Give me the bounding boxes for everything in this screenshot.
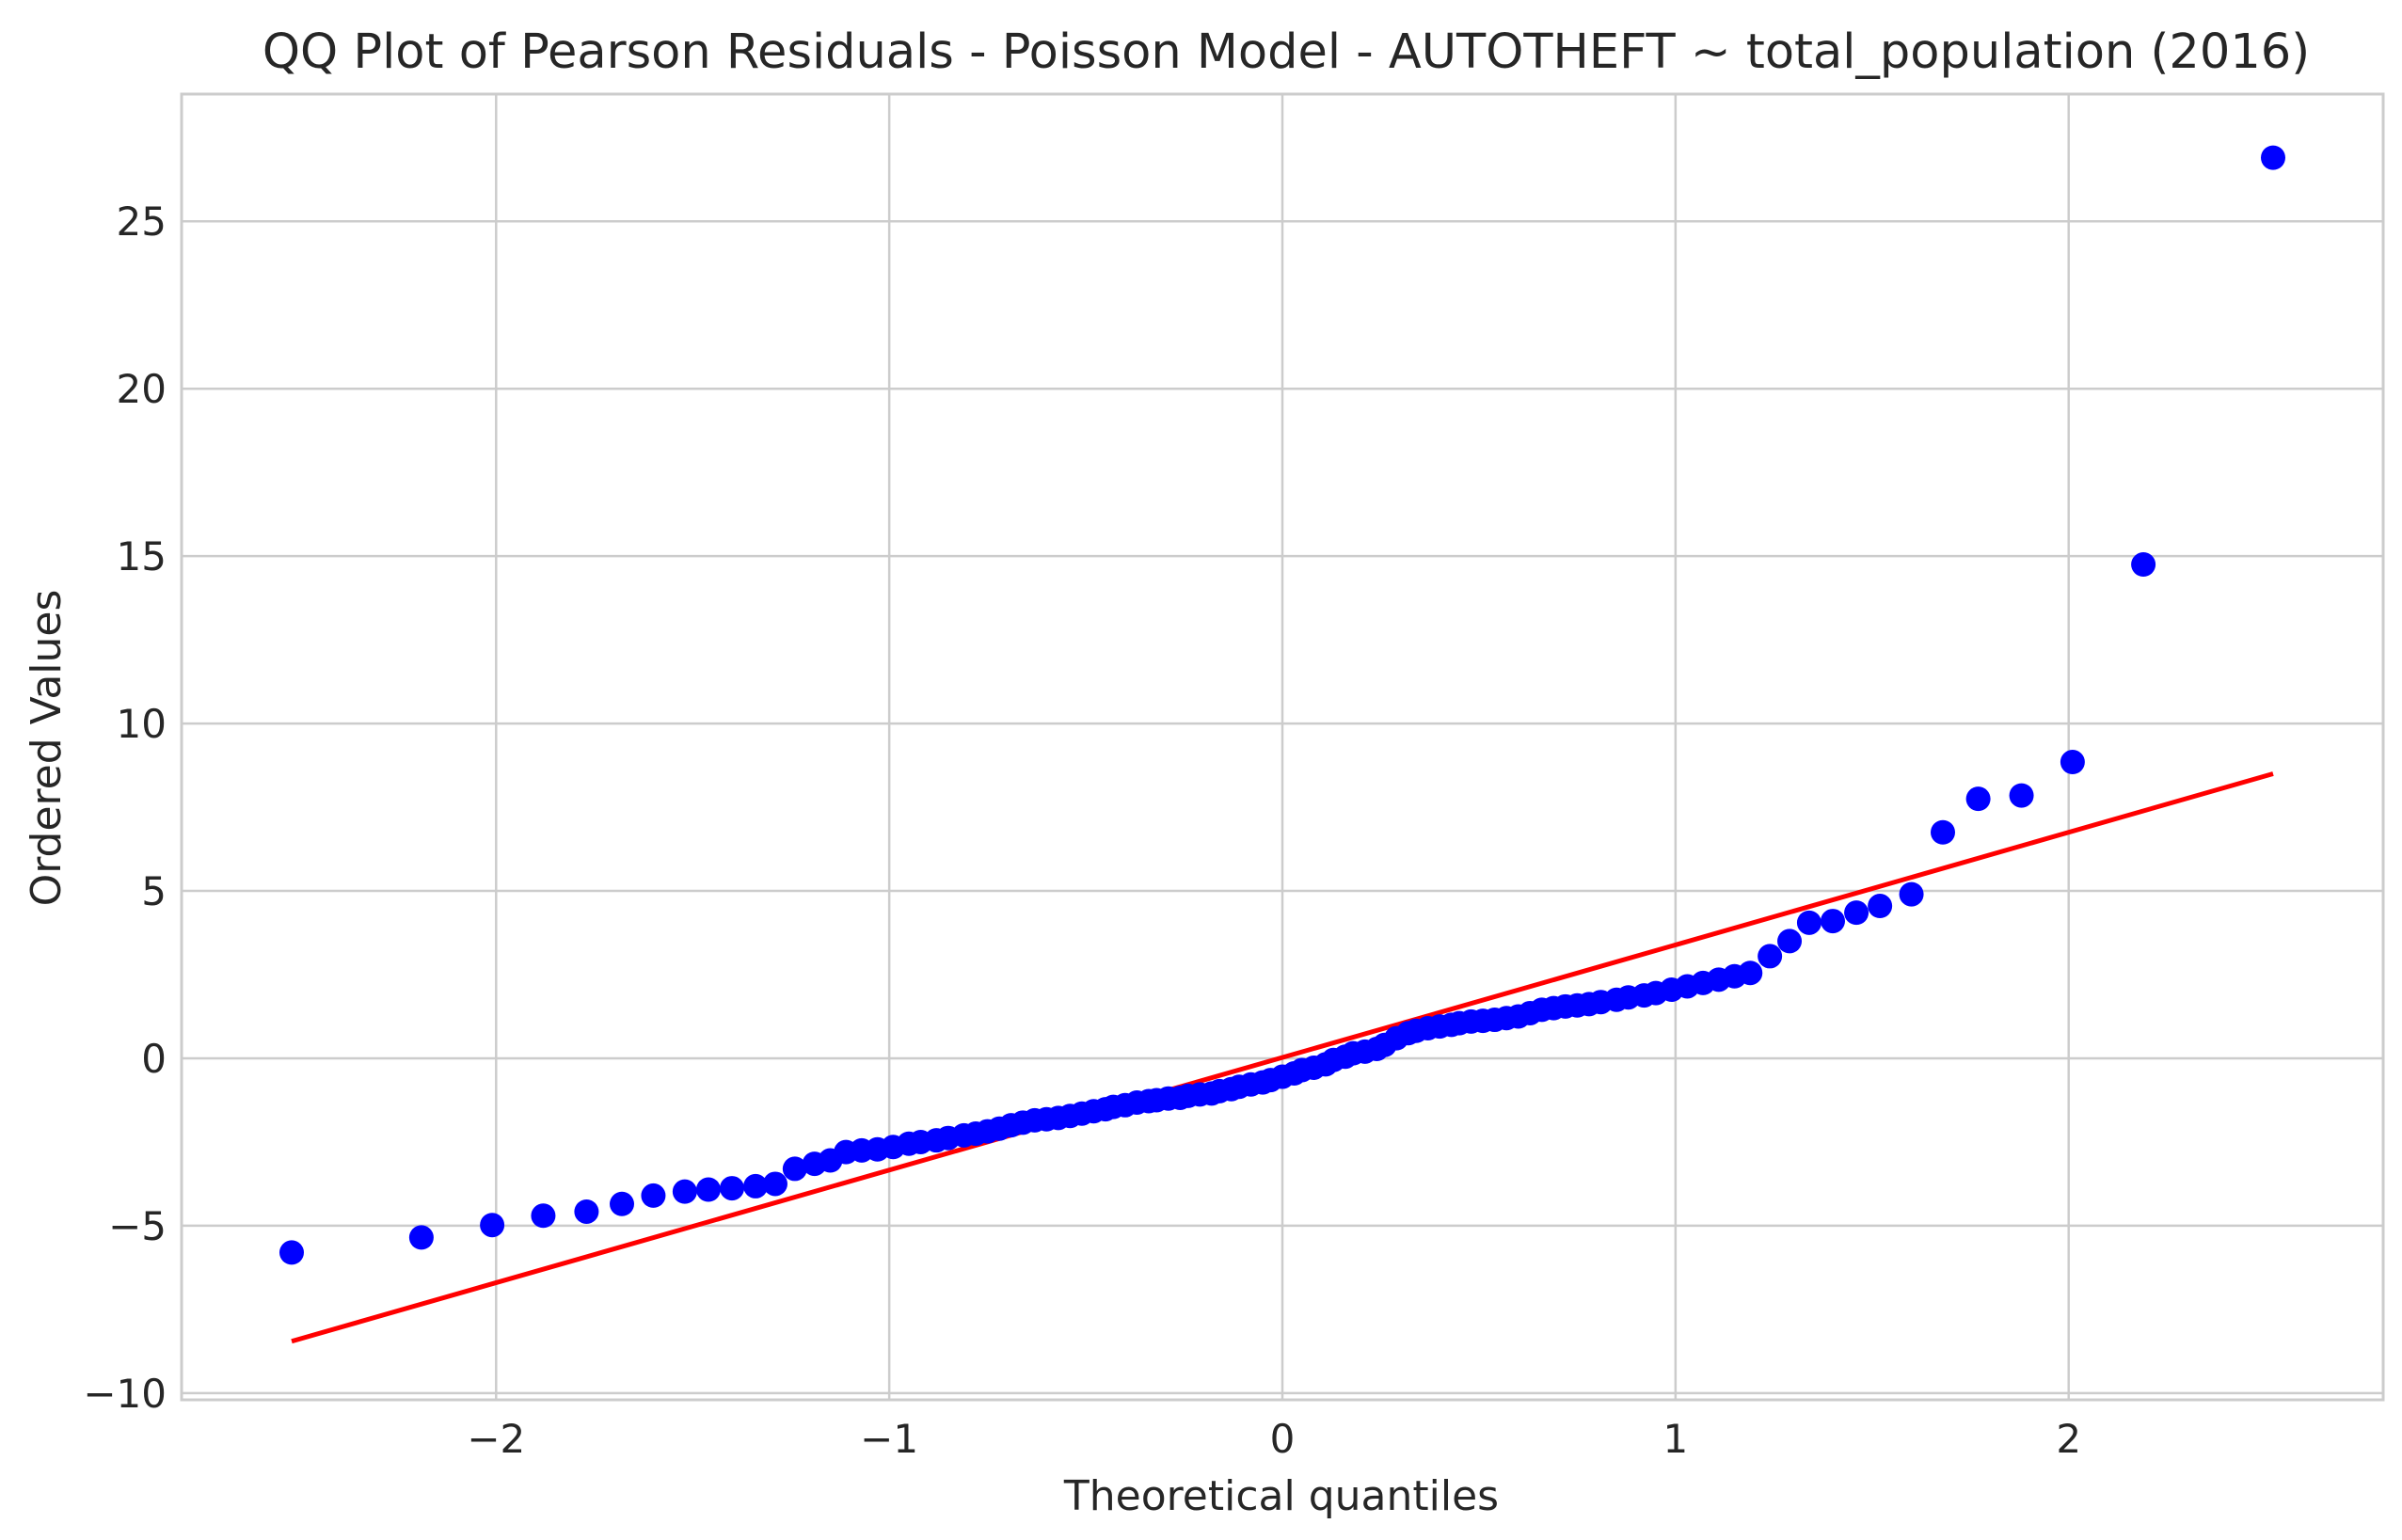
y-tick-label: 5	[141, 868, 167, 914]
fit-line	[291, 771, 2274, 1344]
data-point	[279, 1240, 304, 1265]
x-tick-label: 0	[1270, 1416, 1296, 1462]
data-point	[1796, 910, 1821, 935]
fit-line-layer	[291, 771, 2274, 1344]
x-tick-label: −2	[467, 1416, 525, 1462]
y-tick-label: 25	[117, 198, 167, 245]
x-axis-label: Theoretical quantiles	[1063, 1472, 1499, 1520]
data-point	[743, 1173, 769, 1199]
data-point	[1821, 909, 1845, 934]
grid-lines	[182, 94, 2383, 1400]
data-point	[672, 1179, 697, 1204]
data-point	[2131, 552, 2156, 578]
y-axis-label: Ordered Values	[23, 590, 71, 907]
data-point	[1758, 944, 1783, 969]
x-tick-labels: −2 −1 0 1 2	[467, 1416, 2081, 1462]
data-point	[762, 1171, 787, 1197]
data-point	[641, 1183, 666, 1208]
data-point	[574, 1199, 599, 1224]
data-point	[480, 1213, 505, 1238]
y-tick-label: 15	[117, 533, 167, 579]
x-tick-label: 2	[2056, 1416, 2081, 1462]
data-point	[1738, 961, 1763, 986]
y-tick-label: −5	[108, 1203, 167, 1249]
plot-frame	[180, 92, 2385, 1402]
data-point	[1965, 786, 1991, 812]
x-tick-label: 1	[1662, 1416, 1688, 1462]
data-point	[1777, 929, 1803, 954]
data-point	[782, 1156, 807, 1182]
data-point	[2060, 750, 2085, 775]
y-tick-label: 10	[117, 701, 167, 747]
data-point	[1868, 894, 1893, 919]
y-tick-label: −10	[83, 1371, 167, 1417]
data-point	[2261, 145, 2285, 170]
data-point	[2009, 783, 2034, 808]
y-tick-label: 20	[117, 366, 167, 412]
data-point	[695, 1177, 721, 1202]
chart-title: QQ Plot of Pearson Residuals - Poisson M…	[262, 24, 2310, 80]
data-point	[720, 1176, 744, 1201]
y-tick-label: 0	[141, 1036, 167, 1082]
data-point	[531, 1203, 556, 1229]
data-point	[1899, 881, 1924, 907]
data-point	[610, 1191, 634, 1216]
data-point	[1931, 819, 1955, 845]
y-tick-labels: −10 −5 0 5 10 15 20 25	[83, 198, 167, 1417]
data-point	[1844, 900, 1869, 926]
x-tick-label: −1	[860, 1416, 918, 1462]
data-point	[408, 1225, 434, 1250]
data-points-layer	[279, 145, 2285, 1265]
